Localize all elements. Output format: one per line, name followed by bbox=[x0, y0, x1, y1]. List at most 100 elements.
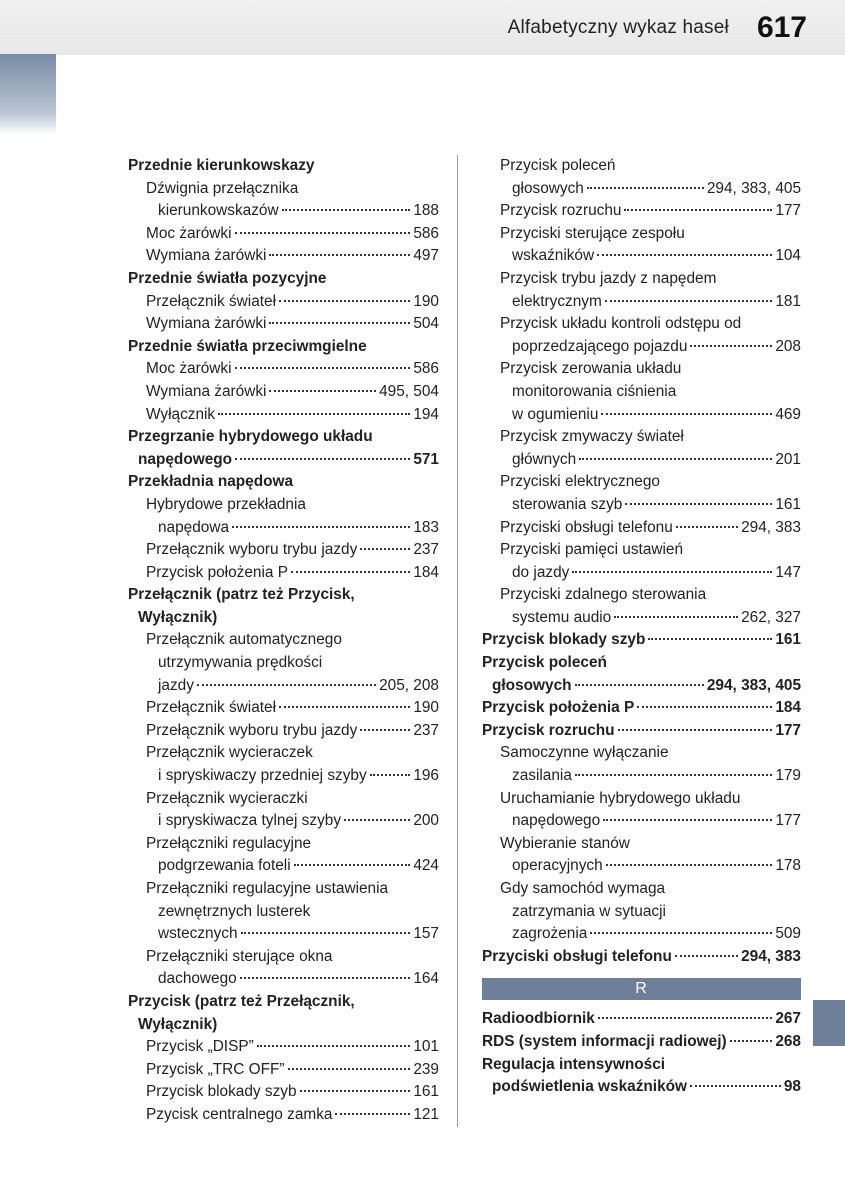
index-entry: głosowych 294, 383, 405 bbox=[482, 675, 801, 698]
leader-dots bbox=[597, 254, 772, 256]
index-entry: Regulacja intensywności bbox=[482, 1054, 801, 1077]
index-entry-label: Samoczynne wyłączanie bbox=[500, 742, 669, 765]
index-entry-label: Przełączniki sterujące okna bbox=[146, 946, 332, 969]
leader-dots bbox=[360, 729, 410, 731]
index-entry-label: Przełącznik świateł bbox=[146, 697, 276, 720]
index-entry: Radioodbiornik267 bbox=[482, 1008, 801, 1031]
index-entry-label: podgrzewania foteli bbox=[158, 855, 291, 878]
page-header: Alfabetyczny wykaz haseł 617 bbox=[0, 0, 845, 55]
index-entry-label: elektrycznym bbox=[512, 291, 602, 314]
index-entry-pages: 294, 383 bbox=[741, 946, 801, 969]
index-entry-pages: 294, 383, 405 bbox=[707, 675, 801, 698]
index-entry-label: głosowych bbox=[492, 675, 572, 698]
leader-dots bbox=[637, 706, 772, 708]
index-entry: monitorowania ciśnienia bbox=[482, 381, 801, 404]
index-entry-pages: 239 bbox=[413, 1059, 439, 1082]
index-entry-label: Przycisk blokady szyb bbox=[146, 1081, 297, 1104]
index-entry-label: głównych bbox=[512, 449, 576, 472]
index-entry-label: Przycisk układu kontroli odstępu od bbox=[500, 313, 741, 336]
leader-dots bbox=[575, 774, 772, 776]
leader-dots bbox=[606, 864, 773, 866]
leader-dots bbox=[291, 571, 410, 573]
index-entry-pages: 424 bbox=[413, 855, 439, 878]
index-entry-pages: 262, 327 bbox=[741, 607, 801, 630]
index-entry-label: Przycisk położenia P bbox=[146, 562, 288, 585]
index-entry-label: Przełącznik świateł bbox=[146, 291, 276, 314]
leader-dots bbox=[360, 548, 410, 550]
leader-dots bbox=[648, 638, 772, 640]
index-entry-label: kierunkowskazów bbox=[158, 200, 279, 223]
index-entry: Przycisk zerowania układu bbox=[482, 358, 801, 381]
index-entry-label: napędowego bbox=[512, 810, 600, 833]
left-side-gradient bbox=[0, 54, 56, 134]
leader-dots bbox=[218, 413, 410, 415]
index-entry-label: Przełącznik wycieraczek bbox=[146, 742, 313, 765]
index-entry: Przyciski elektrycznego bbox=[482, 471, 801, 494]
index-entry: podgrzewania foteli 424 bbox=[128, 855, 439, 878]
index-entry-label: Przycisk „TRC OFF” bbox=[146, 1059, 285, 1082]
index-entry-label: Radioodbiornik bbox=[482, 1008, 595, 1031]
index-entry-label: Przycisk „DISP” bbox=[146, 1036, 254, 1059]
index-entry: operacyjnych178 bbox=[482, 855, 801, 878]
leader-dots bbox=[605, 300, 773, 302]
page-number: 617 bbox=[757, 11, 807, 45]
index-entry-pages: 469 bbox=[775, 404, 801, 427]
index-entry-label: Przełącznik (patrz też Przycisk, bbox=[128, 584, 355, 607]
index-entry-pages: 504 bbox=[413, 313, 439, 336]
index-entry-pages: 98 bbox=[784, 1076, 801, 1099]
index-entry-label: wskaźników bbox=[512, 245, 594, 268]
index-entry: poprzedzającego pojazdu208 bbox=[482, 336, 801, 359]
index-entry: Przycisk „DISP”101 bbox=[128, 1036, 439, 1059]
index-entry-label: monitorowania ciśnienia bbox=[512, 381, 676, 404]
index-entry: Przyciski zdalnego sterowania bbox=[482, 584, 801, 607]
index-entry: Przycisk trybu jazdy z napędem bbox=[482, 268, 801, 291]
index-entry: zagrożenia509 bbox=[482, 923, 801, 946]
index-entry-label: zatrzymania w sytuacji bbox=[512, 901, 666, 924]
index-entry: RDS (system informacji radiowej)268 bbox=[482, 1031, 801, 1054]
index-entry: Samoczynne wyłączanie bbox=[482, 742, 801, 765]
leader-dots bbox=[235, 232, 411, 234]
leader-dots bbox=[300, 1090, 411, 1092]
index-entry-label: RDS (system informacji radiowej) bbox=[482, 1031, 727, 1054]
index-entry-pages: 184 bbox=[413, 562, 439, 585]
index-entry: Przyciski obsługi telefonu294, 383 bbox=[482, 946, 801, 969]
index-entry: dachowego164 bbox=[128, 968, 439, 991]
index-entry: Przycisk „TRC OFF” 239 bbox=[128, 1059, 439, 1082]
index-entry-pages: 184 bbox=[775, 697, 801, 720]
index-entry-pages: 194 bbox=[413, 404, 439, 427]
index-entry-pages: 201 bbox=[775, 449, 801, 472]
index-entry-label: i spryskiwaczy przedniej szyby bbox=[158, 765, 367, 788]
index-entry-pages: 161 bbox=[413, 1081, 439, 1104]
index-entry: Przednie kierunkowskazy bbox=[128, 155, 439, 178]
index-entry-label: Gdy samochód wymaga bbox=[500, 878, 665, 901]
index-entry: Przełącznik wyboru trybu jazdy237 bbox=[128, 720, 439, 743]
index-entry-label: Wymiana żarówki bbox=[146, 381, 266, 404]
index-entry: Przełączniki sterujące okna bbox=[128, 946, 439, 969]
index-entry: Przełącznik automatycznego bbox=[128, 629, 439, 652]
index-entry: Przełącznik świateł 190 bbox=[128, 291, 439, 314]
index-entry-pages: 164 bbox=[413, 968, 439, 991]
index-entry: Przełącznik wyboru trybu jazdy237 bbox=[128, 539, 439, 562]
index-entry-label: utrzymywania prędkości bbox=[158, 652, 322, 675]
index-entry: Moc żarówki586 bbox=[128, 358, 439, 381]
index-entry-label: Przełączniki regulacyjne bbox=[146, 833, 311, 856]
index-entry: wskaźników104 bbox=[482, 245, 801, 268]
index-entry: napędowego177 bbox=[482, 810, 801, 833]
leader-dots bbox=[598, 1017, 772, 1019]
index-entry-pages: 121 bbox=[413, 1104, 439, 1127]
index-entry-label: Przycisk zerowania układu bbox=[500, 358, 681, 381]
index-entry-label: napędowego bbox=[138, 449, 232, 472]
index-entry-pages: 294, 383 bbox=[741, 517, 801, 540]
index-entry-label: Dźwignia przełącznika bbox=[146, 178, 298, 201]
leader-dots bbox=[587, 187, 704, 189]
leader-dots bbox=[675, 955, 738, 957]
index-entry-label: Wybieranie stanów bbox=[500, 833, 630, 856]
index-entry: napędowa183 bbox=[128, 517, 439, 540]
index-entry-label: Moc żarówki bbox=[146, 223, 232, 246]
leader-dots bbox=[240, 977, 411, 979]
index-entry-pages: 196 bbox=[413, 765, 439, 788]
index-entry-pages: 190 bbox=[413, 291, 439, 314]
leader-dots bbox=[690, 1085, 781, 1087]
index-entry-label: podświetlenia wskaźników bbox=[492, 1076, 687, 1099]
index-entry: Przycisk poleceń bbox=[482, 652, 801, 675]
